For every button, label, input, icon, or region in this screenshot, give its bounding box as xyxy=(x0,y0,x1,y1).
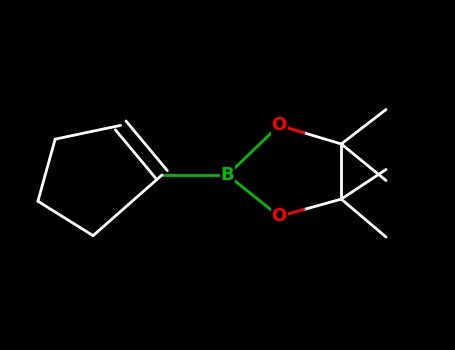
Text: O: O xyxy=(272,116,287,134)
Text: O: O xyxy=(272,207,287,225)
Text: B: B xyxy=(221,166,234,184)
